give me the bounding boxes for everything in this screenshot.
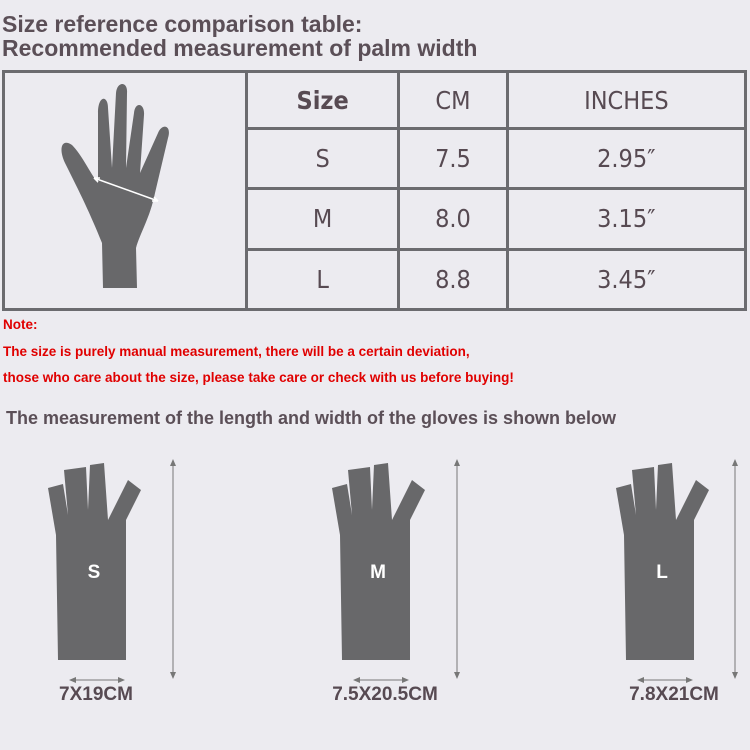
- cell-cm: 8.8: [397, 247, 509, 312]
- header-size: Size: [244, 70, 401, 130]
- cell-cm: 7.5: [397, 126, 509, 191]
- glove-icon: L: [616, 463, 709, 660]
- cell-size: S: [244, 126, 401, 191]
- width-arrow-icon: [68, 672, 126, 690]
- length-arrow-icon: [452, 458, 462, 685]
- glove-m: M: [330, 460, 440, 677]
- length-arrow-icon: [168, 458, 178, 685]
- title-line-1: Size reference comparison table:: [2, 11, 363, 37]
- size-table: Size CM INCHES S 7.5 2.95″ M 8.0 3.15″ L 8.8 3…: [2, 70, 748, 312]
- table-row: L 8.8 3.45″: [4, 247, 748, 312]
- glove-dimensions: 7.8X21CM: [629, 684, 719, 705]
- table-row: S 7.5 2.95″: [4, 126, 748, 191]
- cell-size: L: [244, 247, 401, 312]
- hand-icon: [61, 83, 169, 288]
- hand-illustration: [2, 70, 248, 311]
- cell-inches: 2.95″: [505, 126, 748, 191]
- glove-size-label: S: [88, 562, 101, 583]
- width-arrow-icon: [636, 672, 694, 690]
- glove-s: S: [46, 460, 156, 677]
- gloves-subtitle: The measurement of the length and width …: [6, 408, 617, 428]
- width-arrow-icon: [352, 672, 410, 690]
- glove-size-label: L: [656, 562, 668, 583]
- glove-l: L: [614, 460, 724, 677]
- header-inches: INCHES: [505, 70, 748, 130]
- cell-size: M: [244, 187, 401, 251]
- glove-icon: M: [332, 463, 425, 660]
- note-label: Note:: [3, 317, 38, 332]
- length-arrow-icon: [730, 458, 740, 685]
- title-line-2: Recommended measurement of palm width: [2, 35, 478, 61]
- note-line-1: The size is purely manual measurement, t…: [3, 344, 470, 359]
- glove-dimensions: 7X19CM: [59, 684, 133, 705]
- table-row: M 8.0 3.15″: [4, 187, 748, 251]
- glove-size-label: M: [370, 562, 386, 583]
- glove-icon: S: [48, 463, 141, 660]
- note-line-2: those who care about the size, please ta…: [3, 370, 514, 385]
- glove-dimensions: 7.5X20.5CM: [332, 684, 438, 705]
- header-cm: CM: [397, 70, 509, 130]
- cell-cm: 8.0: [397, 187, 509, 251]
- cell-inches: 3.15″: [505, 187, 748, 251]
- cell-inches: 3.45″: [505, 247, 748, 312]
